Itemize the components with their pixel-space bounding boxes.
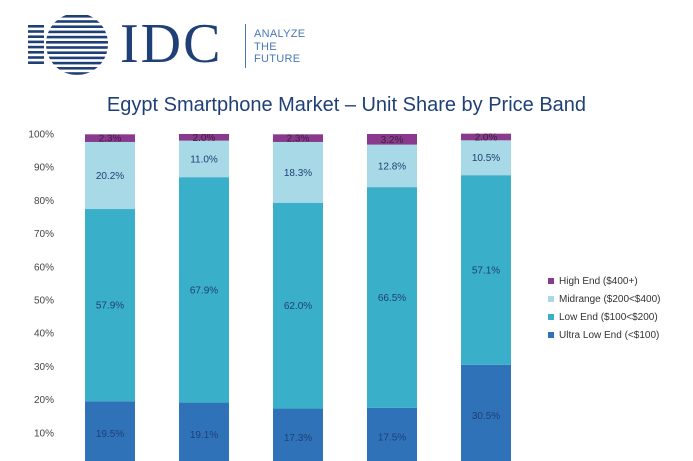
data-label: 18.3% — [284, 168, 312, 179]
data-label: 2.0% — [193, 133, 216, 144]
bar-segment — [85, 401, 135, 461]
data-label: 17.5% — [378, 432, 406, 443]
bar-segment — [461, 140, 511, 176]
bar-segment — [85, 141, 135, 210]
data-labels: 19.5% 57.9% 20.2% 2.3% 19.1% 67.9% 11.0% 2.0% 17… — [96, 132, 500, 443]
y-tick-label: 50% — [34, 296, 54, 307]
header: IDC ANALYZE THE FUTURE — [0, 0, 693, 92]
brand-tagline: ANALYZE THE FUTURE — [254, 28, 374, 66]
bar-segment — [273, 134, 323, 142]
brand-divider — [245, 24, 246, 68]
y-tick-label: 90% — [34, 163, 54, 174]
bar-segment — [367, 407, 417, 461]
legend-item: Ultra Low End (<$100) — [548, 326, 660, 344]
y-tick-label: 20% — [34, 395, 54, 406]
globe-logo-icon — [28, 15, 108, 75]
bar-segment — [273, 202, 323, 409]
data-label: 2.3% — [287, 134, 310, 145]
legend-label: High End ($400+) — [559, 275, 638, 287]
data-label: 19.5% — [96, 429, 124, 440]
legend-item: Low End ($100<$200) — [548, 308, 660, 326]
bar-segment — [85, 209, 135, 402]
data-label: 11.0% — [190, 154, 218, 165]
y-axis: 10% 20% 30% 40% 50% 60% 70% 80% 90% 100% — [28, 130, 54, 440]
bar-segment — [273, 408, 323, 461]
y-tick-label: 70% — [34, 229, 54, 240]
bar-segment — [461, 133, 511, 141]
tagline-line-3: FUTURE — [254, 53, 301, 65]
data-label: 12.8% — [378, 161, 406, 172]
data-label: 57.1% — [472, 265, 500, 276]
chart-legend: High End ($400+) Midrange ($200<$400) Low … — [548, 272, 660, 344]
legend-label: Low End ($100<$200) — [559, 311, 658, 323]
bar-segment — [179, 134, 229, 141]
data-label: 62.0% — [284, 301, 312, 312]
chart-title: Egypt Smartphone Market – Unit Share by … — [106, 94, 587, 116]
legend-swatch — [548, 332, 554, 338]
bar-segment — [179, 402, 229, 461]
bar-segment — [179, 177, 229, 403]
legend-label: Ultra Low End (<$100) — [559, 329, 660, 341]
legend-label: Midrange ($200<$400) — [559, 293, 661, 305]
legend-swatch — [548, 296, 554, 302]
legend-item: Midrange ($200<$400) — [548, 290, 660, 308]
bar-segment — [367, 144, 417, 188]
data-label: 17.3% — [284, 433, 312, 444]
data-label: 2.0% — [475, 132, 498, 143]
y-tick-label: 80% — [34, 196, 54, 207]
y-tick-label: 60% — [34, 262, 54, 273]
data-label: 57.9% — [96, 301, 124, 312]
tagline-line-1: ANALYZE — [254, 28, 306, 40]
data-label: 2.3% — [99, 134, 122, 145]
legend-item: High End ($400+) — [548, 272, 660, 290]
bar-series — [85, 133, 511, 461]
bar-segment — [273, 141, 323, 203]
y-tick-label: 30% — [34, 362, 54, 373]
bar-segment — [179, 140, 229, 178]
data-label: 3.2% — [381, 135, 404, 146]
brand-logo-text: IDC — [120, 13, 223, 75]
data-label: 10.5% — [472, 153, 500, 164]
data-label: 67.9% — [190, 285, 218, 296]
bar-segment — [85, 134, 135, 142]
y-tick-label: 100% — [28, 130, 54, 141]
y-tick-label: 40% — [34, 329, 54, 340]
legend-swatch — [548, 314, 554, 320]
bar-segment — [461, 175, 511, 365]
data-label: 66.5% — [378, 293, 406, 304]
data-label: 19.1% — [190, 430, 218, 441]
data-label: 20.2% — [96, 171, 124, 182]
bar-segment — [367, 134, 417, 145]
y-tick-label: 10% — [34, 428, 54, 439]
data-label: 30.5% — [472, 411, 500, 422]
tagline-line-2: THE — [254, 40, 277, 53]
legend-swatch — [548, 278, 554, 284]
bar-segment — [461, 364, 511, 461]
bar-segment — [367, 187, 417, 408]
